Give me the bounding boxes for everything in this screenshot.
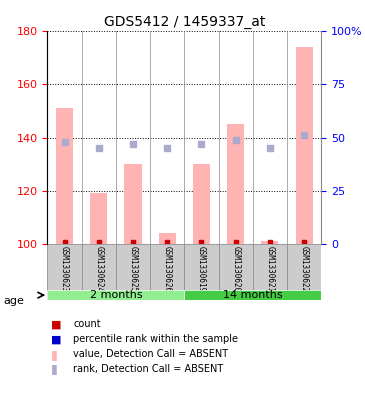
Bar — [261, 241, 278, 244]
Title: GDS5412 / 1459337_at: GDS5412 / 1459337_at — [104, 15, 265, 29]
Text: ▮: ▮ — [51, 362, 58, 376]
FancyBboxPatch shape — [47, 290, 184, 300]
Bar — [116, 244, 150, 300]
Text: GSM1330622: GSM1330622 — [300, 246, 308, 293]
Bar — [56, 108, 73, 244]
Text: GSM1330624: GSM1330624 — [94, 246, 103, 293]
Text: count: count — [73, 319, 101, 329]
FancyBboxPatch shape — [184, 290, 321, 300]
Text: GSM1330621: GSM1330621 — [265, 246, 274, 293]
Text: ▮: ▮ — [51, 347, 58, 361]
Text: GSM1330626: GSM1330626 — [163, 246, 172, 293]
Bar — [150, 244, 184, 300]
Text: GSM1330619: GSM1330619 — [197, 246, 206, 293]
Bar — [82, 244, 116, 300]
Text: 2 months: 2 months — [89, 290, 142, 300]
Bar — [159, 233, 176, 244]
Text: GSM1330625: GSM1330625 — [128, 246, 138, 293]
Bar — [227, 124, 244, 244]
Text: age: age — [4, 296, 24, 306]
Bar — [253, 244, 287, 300]
Bar — [184, 244, 219, 300]
Bar — [90, 193, 107, 244]
Bar — [219, 244, 253, 300]
Text: percentile rank within the sample: percentile rank within the sample — [73, 334, 238, 344]
Text: 14 months: 14 months — [223, 290, 283, 300]
Text: ■: ■ — [51, 319, 62, 329]
Text: rank, Detection Call = ABSENT: rank, Detection Call = ABSENT — [73, 364, 223, 374]
Bar — [287, 244, 321, 300]
Text: value, Detection Call = ABSENT: value, Detection Call = ABSENT — [73, 349, 228, 359]
Bar — [124, 164, 142, 244]
Text: GSM1330620: GSM1330620 — [231, 246, 240, 293]
Text: GSM1330623: GSM1330623 — [60, 246, 69, 293]
Bar — [296, 47, 313, 244]
Bar — [193, 164, 210, 244]
Bar — [47, 244, 82, 300]
Text: ■: ■ — [51, 334, 62, 344]
